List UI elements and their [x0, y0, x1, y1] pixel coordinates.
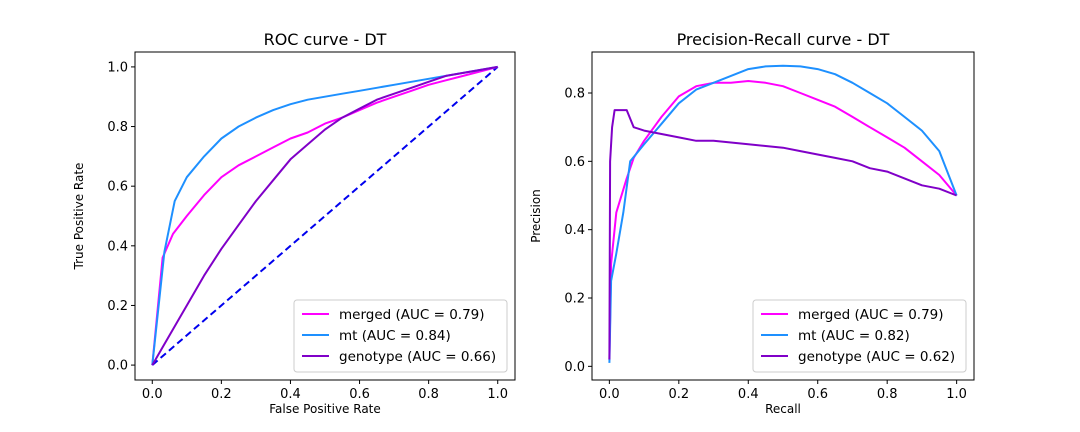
legend-label: genotype (AUC = 0.62) [798, 349, 955, 365]
y-tick-label: 0.6 [107, 180, 128, 195]
y-tick-label: 0.4 [564, 223, 585, 238]
x-tick-label: 0.6 [349, 387, 370, 402]
x-axis-label: False Positive Rate [269, 402, 381, 416]
legend: merged (AUC = 0.79) mt (AUC = 0.84) genoty… [293, 299, 508, 373]
x-tick-label: 0.8 [877, 387, 898, 402]
legend-box [752, 299, 967, 373]
series-line-1 [608, 80, 958, 360]
x-tick-label: 0.2 [668, 387, 689, 402]
x-tick-label: 0.0 [142, 387, 163, 402]
y-axis-label: Precision [529, 189, 543, 243]
series-line-3 [608, 109, 957, 360]
series-line-1 [151, 65, 498, 366]
y-tick-label: 0.0 [564, 360, 585, 375]
y-tick-label: 0.2 [564, 292, 585, 307]
chart-title: ROC curve - DT [264, 30, 387, 49]
y-tick-label: 0.0 [107, 359, 128, 374]
chart-1: ROC curve - DT False Positive Rate True Po… [72, 30, 516, 416]
series-line-3 [151, 65, 498, 366]
y-tick-label: 0.8 [564, 87, 585, 102]
y-tick-label: 1.0 [107, 60, 128, 75]
diagonal-reference-line [151, 66, 499, 366]
x-tick-label: 0.2 [211, 387, 232, 402]
x-tick-label: 0.0 [599, 387, 620, 402]
x-tick-label: 1.0 [487, 387, 508, 402]
x-tick-label: 0.4 [280, 387, 301, 402]
y-tick-label: 0.8 [107, 120, 128, 135]
series-line-2 [608, 64, 958, 363]
axes-frame [591, 51, 975, 381]
x-tick-label: 1.0 [946, 387, 967, 402]
y-tick-label: 0.4 [107, 239, 128, 254]
x-tick-label: 0.4 [738, 387, 759, 402]
legend-label: mt (AUC = 0.82) [798, 328, 910, 344]
x-axis-label: Recall [765, 402, 801, 416]
y-axis-label: True Positive Rate [72, 163, 86, 271]
x-tick-label: 0.6 [807, 387, 828, 402]
legend-label: merged (AUC = 0.79) [339, 307, 485, 323]
legend-label: merged (AUC = 0.79) [798, 307, 944, 323]
x-tick-label: 0.8 [418, 387, 439, 402]
legend-box [293, 299, 508, 373]
series-line-2 [151, 65, 498, 366]
legend: merged (AUC = 0.79) mt (AUC = 0.82) genoty… [752, 299, 967, 373]
chart-2: Precision-Recall curve - DT Recall Precisi… [529, 30, 975, 416]
legend-label: mt (AUC = 0.84) [339, 328, 451, 344]
legend-label: genotype (AUC = 0.66) [339, 349, 496, 365]
axes-frame [134, 51, 516, 381]
y-tick-label: 0.6 [564, 155, 585, 170]
y-tick-label: 0.2 [107, 299, 128, 314]
chart-title: Precision-Recall curve - DT [677, 30, 890, 49]
